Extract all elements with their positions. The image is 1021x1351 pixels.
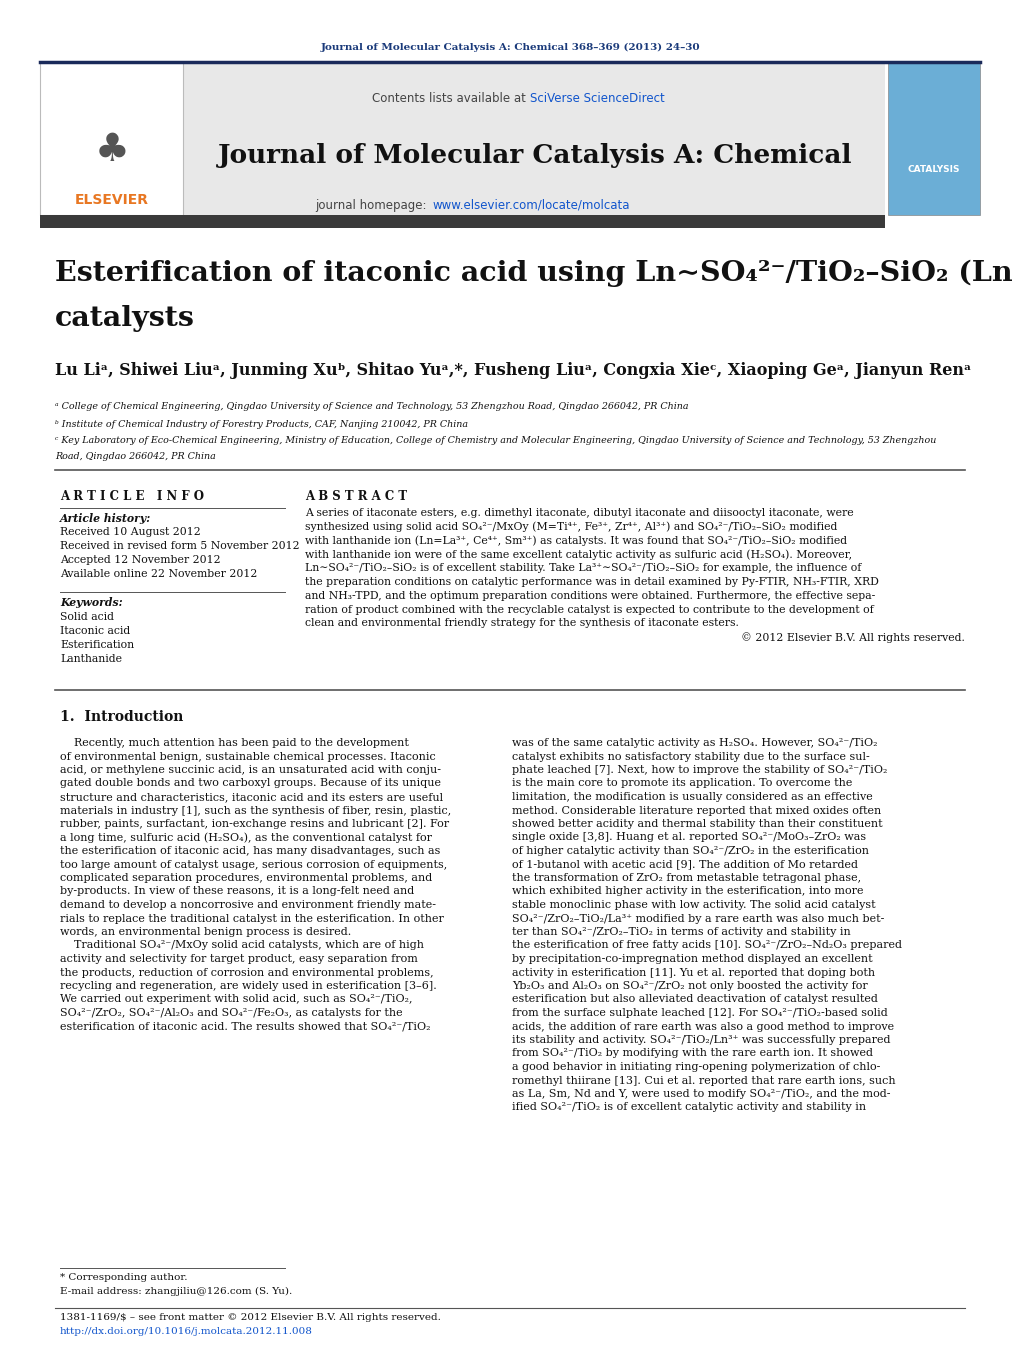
Text: * Corresponding author.: * Corresponding author.: [60, 1273, 188, 1282]
Text: ᶜ Key Laboratory of Eco-Chemical Engineering, Ministry of Education, College of : ᶜ Key Laboratory of Eco-Chemical Enginee…: [55, 436, 936, 444]
Text: stable monoclinic phase with low activity. The solid acid catalyst: stable monoclinic phase with low activit…: [512, 900, 876, 911]
Text: Contents lists available at: Contents lists available at: [373, 92, 530, 104]
Text: Journal of Molecular Catalysis A: Chemical 368–369 (2013) 24–30: Journal of Molecular Catalysis A: Chemic…: [321, 42, 700, 51]
Text: 1381-1169/$ – see front matter © 2012 Elsevier B.V. All rights reserved.: 1381-1169/$ – see front matter © 2012 El…: [60, 1313, 441, 1323]
Text: from the surface sulphate leached [12]. For SO₄²⁻/TiO₂-based solid: from the surface sulphate leached [12]. …: [512, 1008, 887, 1019]
Text: its stability and activity. SO₄²⁻/TiO₂/Ln³⁺ was successfully prepared: its stability and activity. SO₄²⁻/TiO₂/L…: [512, 1035, 890, 1046]
Text: by precipitation-co-impregnation method displayed an excellent: by precipitation-co-impregnation method …: [512, 954, 873, 965]
Text: journal homepage:: journal homepage:: [314, 199, 430, 212]
Text: with lanthanide ion were of the same excellent catalytic activity as sulfuric ac: with lanthanide ion were of the same exc…: [305, 550, 853, 559]
Text: phate leached [7]. Next, how to improve the stability of SO₄²⁻/TiO₂: phate leached [7]. Next, how to improve …: [512, 765, 887, 775]
Text: © 2012 Elsevier B.V. All rights reserved.: © 2012 Elsevier B.V. All rights reserved…: [741, 632, 965, 643]
FancyBboxPatch shape: [888, 62, 980, 215]
Text: as La, Sm, Nd and Y, were used to modify SO₄²⁻/TiO₂, and the mod-: as La, Sm, Nd and Y, were used to modify…: [512, 1089, 890, 1098]
Text: SciVerse ScienceDirect: SciVerse ScienceDirect: [530, 92, 665, 104]
Text: Lanthanide: Lanthanide: [60, 654, 121, 663]
Text: Road, Qingdao 266042, PR China: Road, Qingdao 266042, PR China: [55, 453, 215, 461]
Text: A R T I C L E   I N F O: A R T I C L E I N F O: [60, 490, 204, 503]
Text: Received 10 August 2012: Received 10 August 2012: [60, 527, 201, 536]
Text: is the main core to promote its application. To overcome the: is the main core to promote its applicat…: [512, 778, 853, 789]
Text: 1.  Introduction: 1. Introduction: [60, 711, 184, 724]
Text: of higher catalytic activity than SO₄²⁻/ZrO₂ in the esterification: of higher catalytic activity than SO₄²⁻/…: [512, 846, 869, 857]
Text: by-products. In view of these reasons, it is a long-felt need and: by-products. In view of these reasons, i…: [60, 886, 415, 897]
Text: method. Considerable literature reported that mixed oxides often: method. Considerable literature reported…: [512, 805, 881, 816]
Text: esterification of itaconic acid. The results showed that SO₄²⁻/TiO₂: esterification of itaconic acid. The res…: [60, 1021, 431, 1032]
Text: single oxide [3,8]. Huang et al. reported SO₄²⁻/MoO₃–ZrO₂ was: single oxide [3,8]. Huang et al. reporte…: [512, 832, 866, 843]
Text: materials in industry [1], such as the synthesis of fiber, resin, plastic,: materials in industry [1], such as the s…: [60, 805, 451, 816]
Text: the preparation conditions on catalytic performance was in detail examined by Py: the preparation conditions on catalytic …: [305, 577, 879, 586]
Text: Accepted 12 November 2012: Accepted 12 November 2012: [60, 555, 221, 565]
Text: ᵇ Institute of Chemical Industry of Forestry Products, CAF, Nanjing 210042, PR C: ᵇ Institute of Chemical Industry of Fore…: [55, 420, 468, 430]
FancyBboxPatch shape: [40, 62, 885, 215]
Text: rials to replace the traditional catalyst in the esterification. In other: rials to replace the traditional catalys…: [60, 913, 444, 924]
Text: the products, reduction of corrosion and environmental problems,: the products, reduction of corrosion and…: [60, 967, 434, 978]
Text: words, an environmental benign process is desired.: words, an environmental benign process i…: [60, 927, 351, 938]
Text: ELSEVIER: ELSEVIER: [75, 193, 149, 207]
Text: ᵃ College of Chemical Engineering, Qingdao University of Science and Technology,: ᵃ College of Chemical Engineering, Qingd…: [55, 403, 688, 411]
Text: of environmental benign, sustainable chemical processes. Itaconic: of environmental benign, sustainable che…: [60, 751, 436, 762]
Text: Esterification of itaconic acid using Ln∼SO₄²⁻/TiO₂–SiO₂ (Ln = La³⁺, Ce⁴⁺, Sm³⁺): Esterification of itaconic acid using Ln…: [55, 259, 1021, 288]
Text: Itaconic acid: Itaconic acid: [60, 626, 131, 636]
Text: catalyst exhibits no satisfactory stability due to the surface sul-: catalyst exhibits no satisfactory stabil…: [512, 751, 870, 762]
Text: acids, the addition of rare earth was also a good method to improve: acids, the addition of rare earth was al…: [512, 1021, 894, 1032]
Text: the transformation of ZrO₂ from metastable tetragonal phase,: the transformation of ZrO₂ from metastab…: [512, 873, 861, 884]
Text: Solid acid: Solid acid: [60, 612, 114, 621]
Text: We carried out experiment with solid acid, such as SO₄²⁻/TiO₂,: We carried out experiment with solid aci…: [60, 994, 412, 1005]
Text: Lu Liᵃ, Shiwei Liuᵃ, Junming Xuᵇ, Shitao Yuᵃ,*, Fusheng Liuᵃ, Congxia Xieᶜ, Xiao: Lu Liᵃ, Shiwei Liuᵃ, Junming Xuᵇ, Shitao…: [55, 362, 971, 380]
Text: a good behavior in initiating ring-opening polymerization of chlo-: a good behavior in initiating ring-openi…: [512, 1062, 880, 1071]
Text: Journal of Molecular Catalysis A: Chemical: Journal of Molecular Catalysis A: Chemic…: [217, 142, 853, 168]
Text: complicated separation procedures, environmental problems, and: complicated separation procedures, envir…: [60, 873, 432, 884]
Text: the esterification of free fatty acids [10]. SO₄²⁻/ZrO₂–Nd₂O₃ prepared: the esterification of free fatty acids […: [512, 940, 902, 951]
Text: Traditional SO₄²⁻/MxOy solid acid catalysts, which are of high: Traditional SO₄²⁻/MxOy solid acid cataly…: [60, 940, 424, 951]
Text: SO₄²⁻/ZrO₂, SO₄²⁻/Al₂O₃ and SO₄²⁻/Fe₂O₃, as catalysts for the: SO₄²⁻/ZrO₂, SO₄²⁻/Al₂O₃ and SO₄²⁻/Fe₂O₃,…: [60, 1008, 402, 1019]
Text: catalysts: catalysts: [55, 305, 195, 332]
Text: A B S T R A C T: A B S T R A C T: [305, 490, 407, 503]
Text: recycling and regeneration, are widely used in esterification [3–6].: recycling and regeneration, are widely u…: [60, 981, 437, 992]
Text: the esterification of itaconic acid, has many disadvantages, such as: the esterification of itaconic acid, has…: [60, 846, 440, 857]
Text: activity and selectivity for target product, easy separation from: activity and selectivity for target prod…: [60, 954, 418, 965]
Text: structure and characteristics, itaconic acid and its esters are useful: structure and characteristics, itaconic …: [60, 792, 443, 802]
Text: A series of itaconate esters, e.g. dimethyl itaconate, dibutyl itaconate and dii: A series of itaconate esters, e.g. dimet…: [305, 508, 854, 517]
Text: of 1-butanol with acetic acid [9]. The addition of Mo retarded: of 1-butanol with acetic acid [9]. The a…: [512, 859, 858, 870]
Text: Keywords:: Keywords:: [60, 597, 123, 608]
Text: E-mail address: zhangjiliu@126.com (S. Yu).: E-mail address: zhangjiliu@126.com (S. Y…: [60, 1288, 292, 1296]
Text: www.elsevier.com/locate/molcata: www.elsevier.com/locate/molcata: [432, 199, 630, 212]
Text: Received in revised form 5 November 2012: Received in revised form 5 November 2012: [60, 540, 299, 551]
Text: clean and environmental friendly strategy for the synthesis of itaconate esters.: clean and environmental friendly strateg…: [305, 619, 739, 628]
Text: esterification but also alleviated deactivation of catalyst resulted: esterification but also alleviated deact…: [512, 994, 878, 1005]
Text: from SO₄²⁻/TiO₂ by modifying with the rare earth ion. It showed: from SO₄²⁻/TiO₂ by modifying with the ra…: [512, 1048, 873, 1058]
Text: synthesized using solid acid SO₄²⁻/MxOy (M=Ti⁴⁺, Fe³⁺, Zr⁴⁺, Al³⁺) and SO₄²⁻/TiO: synthesized using solid acid SO₄²⁻/MxOy …: [305, 521, 837, 532]
Text: limitation, the modification is usually considered as an effective: limitation, the modification is usually …: [512, 792, 873, 802]
Text: too large amount of catalyst usage, serious corrosion of equipments,: too large amount of catalyst usage, seri…: [60, 859, 447, 870]
Text: Esterification: Esterification: [60, 640, 134, 650]
Text: Article history:: Article history:: [60, 513, 151, 524]
Text: showed better acidity and thermal stability than their constituent: showed better acidity and thermal stabil…: [512, 819, 882, 830]
Text: activity in esterification [11]. Yu et al. reported that doping both: activity in esterification [11]. Yu et a…: [512, 967, 875, 978]
Text: Yb₂O₃ and Al₂O₃ on SO₄²⁻/ZrO₂ not only boosted the activity for: Yb₂O₃ and Al₂O₃ on SO₄²⁻/ZrO₂ not only b…: [512, 981, 868, 992]
Text: and NH₃-TPD, and the optimum preparation conditions were obtained. Furthermore, : and NH₃-TPD, and the optimum preparation…: [305, 590, 875, 601]
Text: was of the same catalytic activity as H₂SO₄. However, SO₄²⁻/TiO₂: was of the same catalytic activity as H₂…: [512, 738, 877, 748]
Text: ♣: ♣: [95, 131, 130, 169]
Text: ified SO₄²⁻/TiO₂ is of excellent catalytic activity and stability in: ified SO₄²⁻/TiO₂ is of excellent catalyt…: [512, 1102, 866, 1112]
Text: with lanthanide ion (Ln=La³⁺, Ce⁴⁺, Sm³⁺) as catalysts. It was found that SO₄²⁻/: with lanthanide ion (Ln=La³⁺, Ce⁴⁺, Sm³⁺…: [305, 535, 847, 546]
Text: Recently, much attention has been paid to the development: Recently, much attention has been paid t…: [60, 738, 408, 748]
Text: a long time, sulfuric acid (H₂SO₄), as the conventional catalyst for: a long time, sulfuric acid (H₂SO₄), as t…: [60, 832, 432, 843]
Text: SO₄²⁻/ZrO₂–TiO₂/La³⁺ modified by a rare earth was also much bet-: SO₄²⁻/ZrO₂–TiO₂/La³⁺ modified by a rare …: [512, 913, 884, 924]
Text: Ln∼SO₄²⁻/TiO₂–SiO₂ is of excellent stability. Take La³⁺∼SO₄²⁻/TiO₂–SiO₂ for exam: Ln∼SO₄²⁻/TiO₂–SiO₂ is of excellent stabi…: [305, 563, 862, 573]
Text: Available online 22 November 2012: Available online 22 November 2012: [60, 569, 257, 580]
Text: ter than SO₄²⁻/ZrO₂–TiO₂ in terms of activity and stability in: ter than SO₄²⁻/ZrO₂–TiO₂ in terms of act…: [512, 927, 850, 938]
Text: CATALYSIS: CATALYSIS: [908, 166, 960, 174]
Text: rubber, paints, surfactant, ion-exchange resins and lubricant [2]. For: rubber, paints, surfactant, ion-exchange…: [60, 819, 449, 830]
Text: demand to develop a noncorrosive and environment friendly mate-: demand to develop a noncorrosive and env…: [60, 900, 436, 911]
Text: which exhibited higher activity in the esterification, into more: which exhibited higher activity in the e…: [512, 886, 864, 897]
Text: acid, or methylene succinic acid, is an unsaturated acid with conju-: acid, or methylene succinic acid, is an …: [60, 765, 441, 775]
Text: http://dx.doi.org/10.1016/j.molcata.2012.11.008: http://dx.doi.org/10.1016/j.molcata.2012…: [60, 1327, 312, 1336]
Text: romethyl thiirane [13]. Cui et al. reported that rare earth ions, such: romethyl thiirane [13]. Cui et al. repor…: [512, 1075, 895, 1085]
FancyBboxPatch shape: [40, 215, 885, 228]
FancyBboxPatch shape: [40, 62, 183, 215]
Text: ration of product combined with the recyclable catalyst is expected to contribut: ration of product combined with the recy…: [305, 605, 874, 615]
Text: gated double bonds and two carboxyl groups. Because of its unique: gated double bonds and two carboxyl grou…: [60, 778, 441, 789]
